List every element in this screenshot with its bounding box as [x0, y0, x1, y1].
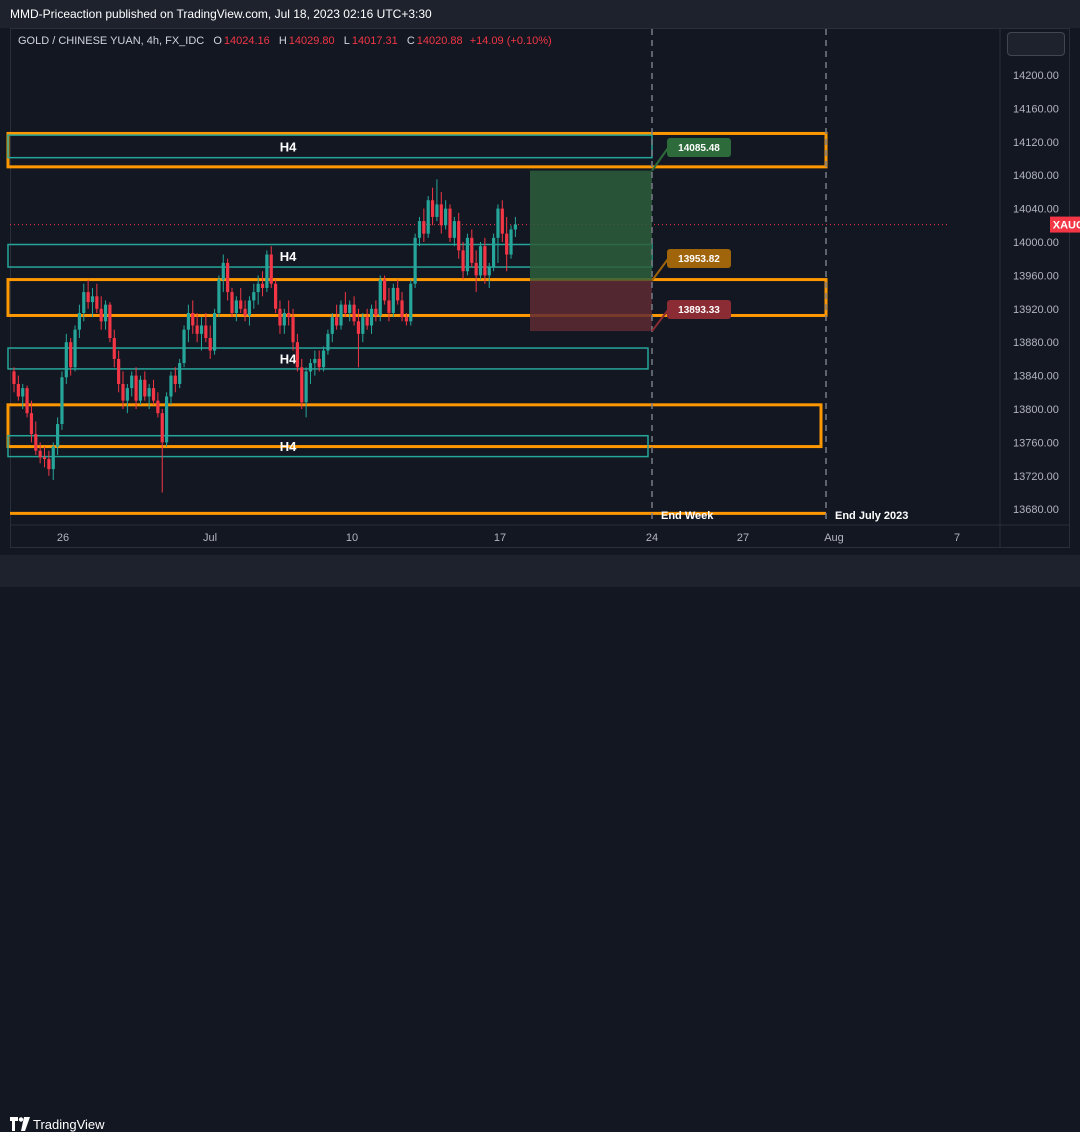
- footer-brand[interactable]: TradingView: [33, 1117, 105, 1132]
- high-label: H: [278, 35, 287, 47]
- change-value: +14.09 (+0.10%): [469, 35, 552, 47]
- close-value: 14020.88: [416, 35, 463, 47]
- low-label: L: [343, 35, 350, 47]
- open-label: O: [213, 35, 222, 47]
- publisher-text: MMD-Priceaction published on TradingView…: [10, 7, 432, 21]
- symbol-legend: GOLD / CHINESE YUAN, 4h, FX_IDC O 14024.1…: [18, 35, 552, 47]
- high-value: 14029.80: [288, 35, 335, 47]
- tradingview-logo-icon: [10, 1117, 30, 1131]
- footer-bar: TradingView: [0, 555, 1080, 1132]
- chart-pane[interactable]: [10, 28, 1070, 548]
- close-label: C: [406, 35, 415, 47]
- chart-widget-button[interactable]: [1007, 32, 1065, 56]
- low-value: 14017.31: [351, 35, 398, 47]
- symbol-name[interactable]: GOLD / CHINESE YUAN, 4h, FX_IDC: [18, 35, 205, 47]
- open-value: 14024.16: [223, 35, 270, 47]
- publisher-bar: MMD-Priceaction published on TradingView…: [0, 0, 1080, 28]
